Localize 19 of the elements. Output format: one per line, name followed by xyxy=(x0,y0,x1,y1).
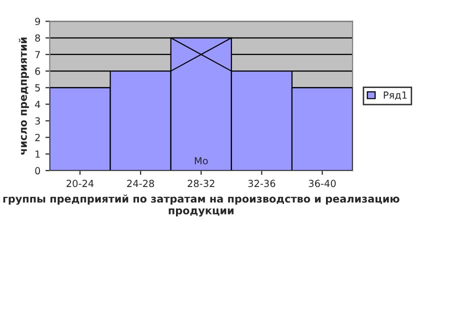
y-tick-label: 5 xyxy=(35,84,40,92)
y-tick-label: 1 xyxy=(36,150,40,158)
x-axis-title: группы предприятий по затратам на производство и реализацию продукции xyxy=(3,194,400,217)
y-tick-label: 2 xyxy=(35,134,40,142)
legend-label: Ряд1 xyxy=(384,92,407,100)
y-tick-label: 3 xyxy=(35,117,40,125)
y-tick-label: 8 xyxy=(35,34,40,42)
x-tick-label: 28-32 xyxy=(188,180,214,188)
y-tick-label: 4 xyxy=(34,100,40,108)
x-tick-label: 20-24 xyxy=(66,180,94,188)
y-tick-label: 6 xyxy=(35,68,40,75)
x-tick-label: 36-40 xyxy=(308,180,336,188)
y-tick-label: 7 xyxy=(35,51,40,58)
x-tick-label: 32-36 xyxy=(248,180,276,188)
y-tick-label: 9 xyxy=(35,18,40,26)
y-tick-label: 0 xyxy=(35,167,40,174)
annotation: Мо xyxy=(194,157,208,164)
y-axis-title: число предприятий xyxy=(18,38,29,154)
x-tick-label: 24-28 xyxy=(127,180,154,188)
